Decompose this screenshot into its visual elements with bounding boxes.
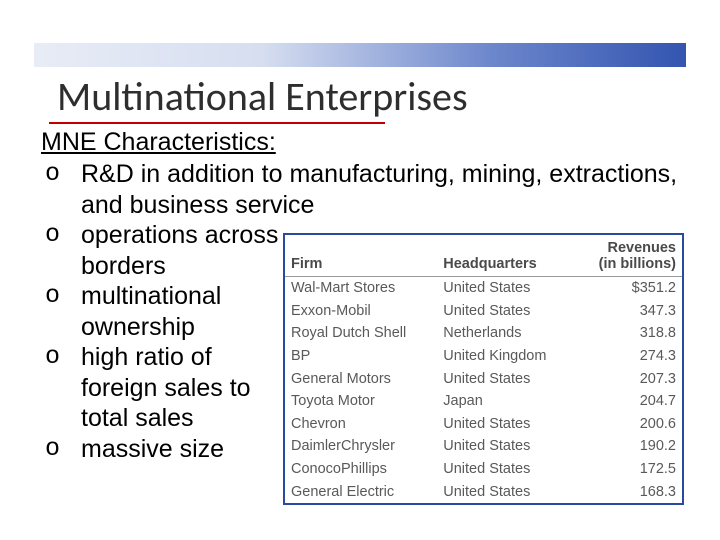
- col-revenue: Revenues (in billions): [575, 235, 682, 277]
- cell-firm: Wal-Mart Stores: [285, 277, 437, 300]
- cell-rev: 347.3: [575, 300, 682, 323]
- cell-firm: General Electric: [285, 480, 437, 503]
- table-body: Wal-Mart StoresUnited States$351.2 Exxon…: [285, 277, 682, 503]
- table-row: Royal Dutch ShellNetherlands318.8: [285, 322, 682, 345]
- slide-title: Multinational Enterprises: [57, 72, 468, 121]
- cell-firm: General Motors: [285, 367, 437, 390]
- bullet-marker: o: [45, 159, 81, 220]
- revenue-table-container: Firm Headquarters Revenues (in billions)…: [283, 233, 684, 505]
- cell-hq: United States: [437, 300, 575, 323]
- cell-rev: 204.7: [575, 390, 682, 413]
- cell-rev: 200.6: [575, 413, 682, 436]
- cell-hq: United States: [437, 458, 575, 481]
- bullet-marker: o: [45, 434, 81, 465]
- cell-firm: Exxon-Mobil: [285, 300, 437, 323]
- cell-hq: United Kingdom: [437, 345, 575, 368]
- table-row: ConocoPhillipsUnited States172.5: [285, 458, 682, 481]
- table-row: Toyota MotorJapan204.7: [285, 390, 682, 413]
- table-row: Exxon-MobilUnited States347.3: [285, 300, 682, 323]
- list-item: o R&D in addition to manufacturing, mini…: [45, 159, 681, 220]
- cell-rev: 190.2: [575, 435, 682, 458]
- cell-firm: Royal Dutch Shell: [285, 322, 437, 345]
- cell-hq: United States: [437, 367, 575, 390]
- table-row: Wal-Mart StoresUnited States$351.2: [285, 277, 682, 300]
- table-row: DaimlerChryslerUnited States190.2: [285, 435, 682, 458]
- cell-hq: Japan: [437, 390, 575, 413]
- cell-hq: United States: [437, 413, 575, 436]
- cell-rev: 207.3: [575, 367, 682, 390]
- title-underline: [49, 122, 385, 124]
- cell-firm: DaimlerChrysler: [285, 435, 437, 458]
- subheading: MNE Characteristics:: [41, 128, 681, 157]
- table-header-row: Firm Headquarters Revenues (in billions): [285, 235, 682, 277]
- cell-firm: BP: [285, 345, 437, 368]
- cell-rev: 318.8: [575, 322, 682, 345]
- bullet-marker: o: [45, 281, 81, 342]
- table-row: ChevronUnited States200.6: [285, 413, 682, 436]
- rev-label-1: Revenues: [581, 240, 676, 256]
- cell-hq: United States: [437, 480, 575, 503]
- bullet-marker: o: [45, 342, 81, 434]
- cell-firm: ConocoPhillips: [285, 458, 437, 481]
- cell-firm: Chevron: [285, 413, 437, 436]
- bullet-text: R&D in addition to manufacturing, mining…: [81, 159, 681, 220]
- bullet-marker: o: [45, 220, 81, 281]
- bullet-text: multinational ownership: [81, 281, 281, 342]
- bullet-text: operations across borders: [81, 220, 281, 281]
- col-hq: Headquarters: [437, 235, 575, 277]
- cell-rev: 168.3: [575, 480, 682, 503]
- rev-label-2: (in billions): [581, 256, 676, 272]
- cell-hq: Netherlands: [437, 322, 575, 345]
- header-gradient-bar: [34, 43, 686, 67]
- col-firm: Firm: [285, 235, 437, 277]
- cell-hq: United States: [437, 435, 575, 458]
- cell-rev: 274.3: [575, 345, 682, 368]
- cell-rev: $351.2: [575, 277, 682, 300]
- table-row: BPUnited Kingdom274.3: [285, 345, 682, 368]
- bullet-text: massive size: [81, 434, 281, 465]
- table-row: General ElectricUnited States168.3: [285, 480, 682, 503]
- cell-firm: Toyota Motor: [285, 390, 437, 413]
- cell-hq: United States: [437, 277, 575, 300]
- cell-rev: 172.5: [575, 458, 682, 481]
- revenue-table: Firm Headquarters Revenues (in billions)…: [285, 235, 682, 503]
- table-row: General MotorsUnited States207.3: [285, 367, 682, 390]
- bullet-text: high ratio of foreign sales to total sal…: [81, 342, 281, 434]
